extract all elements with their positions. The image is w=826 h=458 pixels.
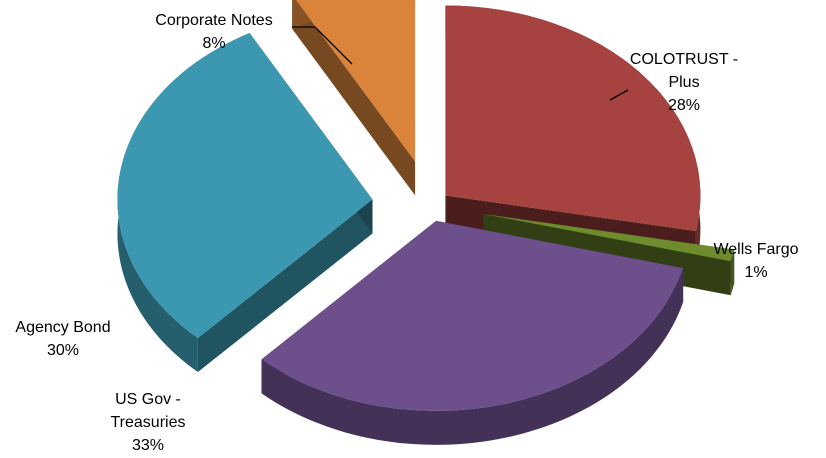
slice-value-colotrust-plus: 28%	[668, 97, 700, 114]
slice-top-us-gov-treasuries	[261, 220, 684, 411]
slice-value-corporate-notes: 8%	[202, 35, 225, 52]
slice-label-corporate-notes: Corporate Notes 8%	[155, 12, 272, 52]
slice-edge-wells-fargo	[730, 249, 735, 296]
slice-name-line-corporate-notes: Corporate Notes	[155, 12, 272, 29]
slice-name-line-us-gov-treasuries: Treasuries	[111, 414, 186, 431]
slice-top-wells-fargo	[483, 213, 735, 262]
slice-colotrust-plus	[445, 5, 701, 266]
slice-agency-bond	[117, 33, 373, 373]
slice-value-agency-bond: 30%	[47, 342, 79, 359]
slice-labels: COLOTRUST - Plus 28% Wells Fargo 1% US Gov - T…	[15, 12, 798, 454]
slice-name-line-colotrust-plus: COLOTRUST -	[630, 51, 738, 68]
slice-corporate-notes	[292, 0, 416, 196]
slice-name-line-us-gov-treasuries: US Gov -	[115, 391, 181, 408]
slice-top-corporate-notes	[295, 0, 416, 162]
slice-us-gov-treasuries	[261, 220, 684, 445]
slice-name-line-wells-fargo: Wells Fargo	[713, 241, 798, 258]
slice-edge-us-gov-treasuries	[261, 268, 684, 445]
slice-label-agency-bond: Agency Bond 30%	[15, 319, 110, 359]
leader-line-corporate-notes	[292, 26, 353, 65]
slice-label-colotrust-plus: COLOTRUST - Plus 28%	[630, 51, 738, 114]
slice-sides	[117, 0, 735, 445]
slice-label-us-gov-treasuries: US Gov - Treasuries 33%	[111, 391, 186, 454]
slice-top-agency-bond	[117, 33, 373, 339]
slice-top-colotrust-plus	[445, 5, 701, 232]
slice-value-wells-fargo: 1%	[744, 264, 767, 281]
slice-wall-agency-bond-0	[197, 199, 373, 373]
slice-name-line-agency-bond: Agency Bond	[15, 319, 110, 336]
slice-wall-corporate-notes-0	[292, 0, 416, 196]
leader-line-colotrust-plus	[609, 89, 629, 101]
slice-value-us-gov-treasuries: 33%	[132, 437, 164, 454]
slice-label-wells-fargo: Wells Fargo 1%	[713, 241, 798, 281]
slice-name-line-colotrust-plus: Plus	[668, 74, 699, 91]
leader-lines	[292, 26, 629, 101]
